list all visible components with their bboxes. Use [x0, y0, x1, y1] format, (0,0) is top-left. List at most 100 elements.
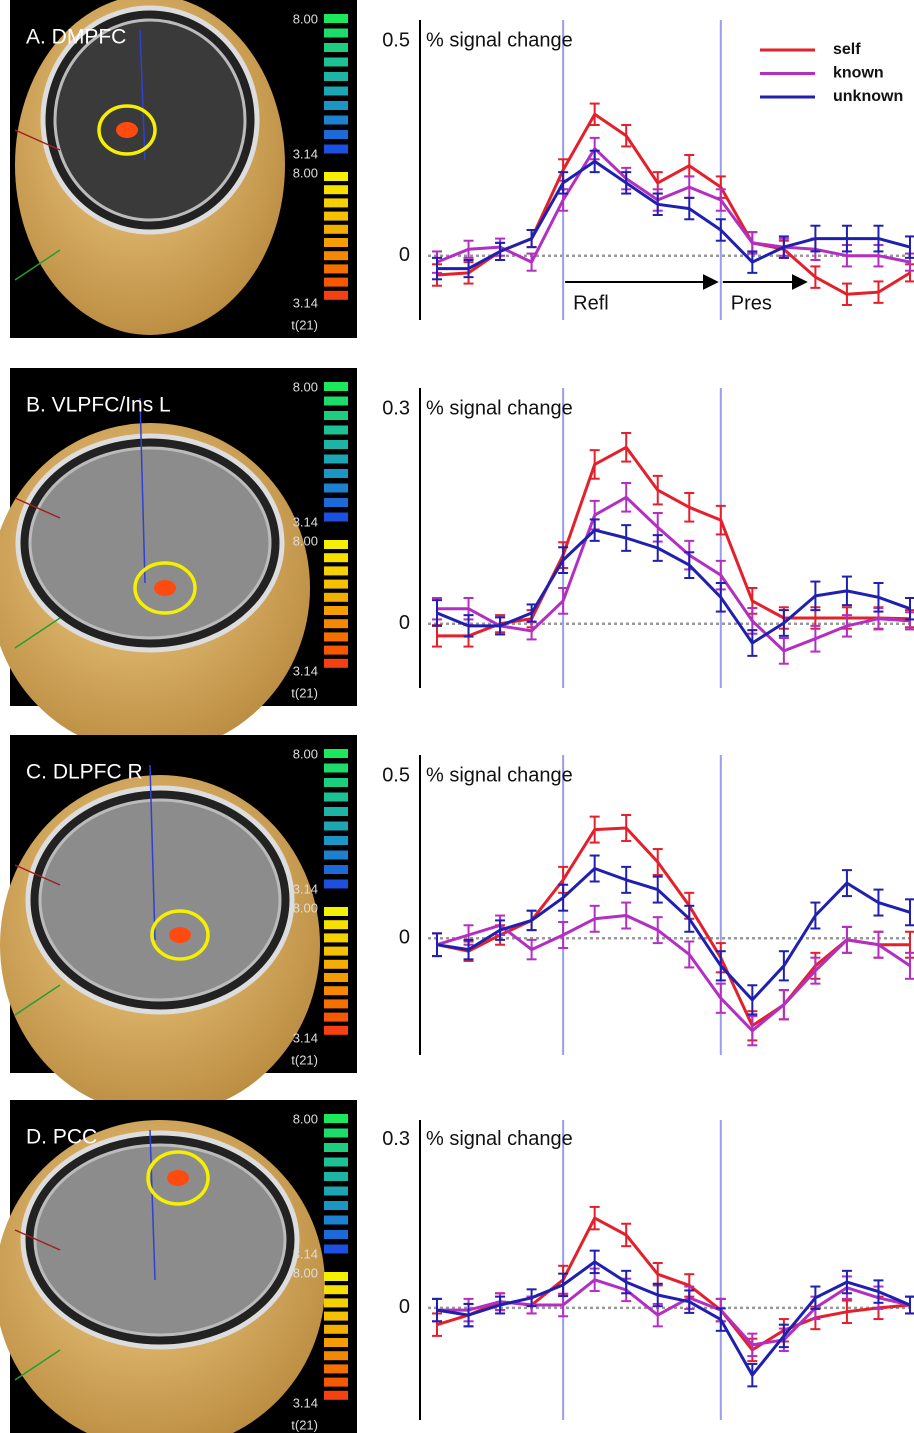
error-bar: [463, 614, 474, 638]
axis-line: [139, 397, 146, 584]
colorbar-cell: [324, 1364, 348, 1374]
error-bar: [589, 815, 600, 844]
error-bar: [526, 1288, 537, 1308]
error-bar: [526, 603, 537, 623]
colorbar-label: 3.14: [293, 514, 318, 529]
error-bar: [810, 624, 821, 653]
error-bar: [841, 282, 852, 306]
colorbar-cell: [324, 1338, 348, 1347]
activation: [167, 1170, 189, 1186]
error-bar: [905, 951, 914, 980]
panel-label: C. DLPFC R: [26, 761, 143, 784]
colorbar-cell: [324, 658, 348, 668]
error-bar: [432, 1297, 442, 1323]
error-bar: [652, 875, 663, 904]
colorbar-label: 8.00: [293, 379, 318, 394]
colorbar-cell: [324, 277, 348, 287]
error-bar: [652, 1282, 663, 1308]
colorbar-cell: [324, 498, 348, 507]
error-bar: [432, 599, 442, 627]
colorbar-cell: [324, 1114, 348, 1123]
legend-label: unknown: [833, 88, 903, 105]
colorbar-cell: [324, 1377, 348, 1387]
colorbar-label: 8.00: [293, 533, 318, 548]
colorbar-cell: [324, 440, 348, 449]
error-bar: [810, 901, 821, 930]
y-tick-label: 0.5: [382, 764, 410, 786]
error-bar: [684, 551, 695, 579]
legend-label: known: [833, 65, 884, 82]
error-bar: [905, 597, 914, 621]
error-bar: [905, 235, 914, 259]
error-bar: [841, 1269, 852, 1295]
colorbar-label: t(21): [291, 1417, 318, 1432]
colorbar-label: 3.14: [293, 663, 318, 678]
brain-image: 8.00 3.14 8.00 3.14 t(21) D. PCC: [0, 1100, 357, 1433]
colorbar-cell: [324, 865, 348, 874]
colorbar-cell: [324, 778, 348, 787]
error-bar: [810, 580, 821, 612]
error-bar: [873, 1279, 884, 1304]
colorbar-cell: [324, 1285, 348, 1295]
axis-line: [14, 497, 61, 519]
error-bar: [495, 919, 506, 941]
panel-label: D. PCC: [26, 1126, 97, 1149]
error-bar: [652, 474, 663, 506]
colorbar-cell: [324, 396, 348, 406]
colorbar-cell: [324, 1390, 348, 1400]
error-bar: [463, 1302, 474, 1328]
y-axis-label: % signal change: [426, 398, 573, 420]
brain-image: 8.00 3.14 8.00 3.14 t(21) A. DMPFC: [10, 0, 357, 338]
colorbar-cell: [324, 999, 348, 1009]
error-bar: [778, 637, 789, 665]
colorbar-cell: [324, 540, 348, 549]
error-bar: [589, 854, 600, 883]
colorbar-cell: [324, 579, 348, 589]
error-bar: [778, 1323, 789, 1349]
colorbar-cell: [324, 879, 348, 889]
error-bar: [652, 848, 663, 876]
colorbar-cell: [324, 411, 348, 420]
colorbar-cell: [324, 1351, 348, 1361]
error-bar: [873, 582, 884, 613]
colorbar-cell: [324, 238, 348, 247]
series-line: [436, 112, 911, 296]
colorbar-cell: [324, 632, 348, 642]
error-bar: [905, 1295, 914, 1315]
colorbar-cell: [324, 566, 348, 576]
error-bar: [905, 898, 914, 927]
error-bar: [558, 1272, 569, 1298]
colorbar-cell: [324, 973, 348, 982]
colorbar-cell: [324, 807, 348, 816]
error-bar: [495, 241, 506, 261]
colorbar-cell: [324, 198, 348, 208]
error-bar: [873, 224, 884, 253]
error-bar: [589, 1205, 600, 1231]
error-bar: [715, 582, 726, 613]
axis-line: [14, 984, 61, 1016]
error-bar: [589, 449, 600, 480]
error-bar: [621, 524, 632, 552]
colorbar-cell: [324, 645, 348, 655]
error-bar: [463, 259, 474, 279]
colorbar-cell: [324, 130, 348, 139]
error-bar: [589, 904, 600, 933]
y-tick-label: 0: [399, 927, 410, 949]
error-bar: [778, 950, 789, 982]
error-bar: [652, 916, 663, 945]
error-bar: [684, 940, 695, 969]
y-tick-label: 0: [399, 1296, 410, 1318]
colorbar-cell: [324, 469, 348, 478]
error-bar: [715, 950, 726, 982]
y-tick-label: 0: [399, 612, 410, 634]
error-bar: [589, 102, 600, 126]
colorbar-cell: [324, 86, 348, 96]
error-bar: [841, 869, 852, 898]
colorbar-label: 8.00: [293, 900, 318, 915]
error-bar: [621, 1222, 632, 1248]
error-bar: [621, 432, 632, 463]
brain-image: 8.00 3.14 8.00 3.14 t(21) C. DLPFC R: [0, 735, 357, 1115]
y-tick-label: 0.3: [382, 1128, 410, 1150]
brain-slice: [38, 798, 282, 1002]
